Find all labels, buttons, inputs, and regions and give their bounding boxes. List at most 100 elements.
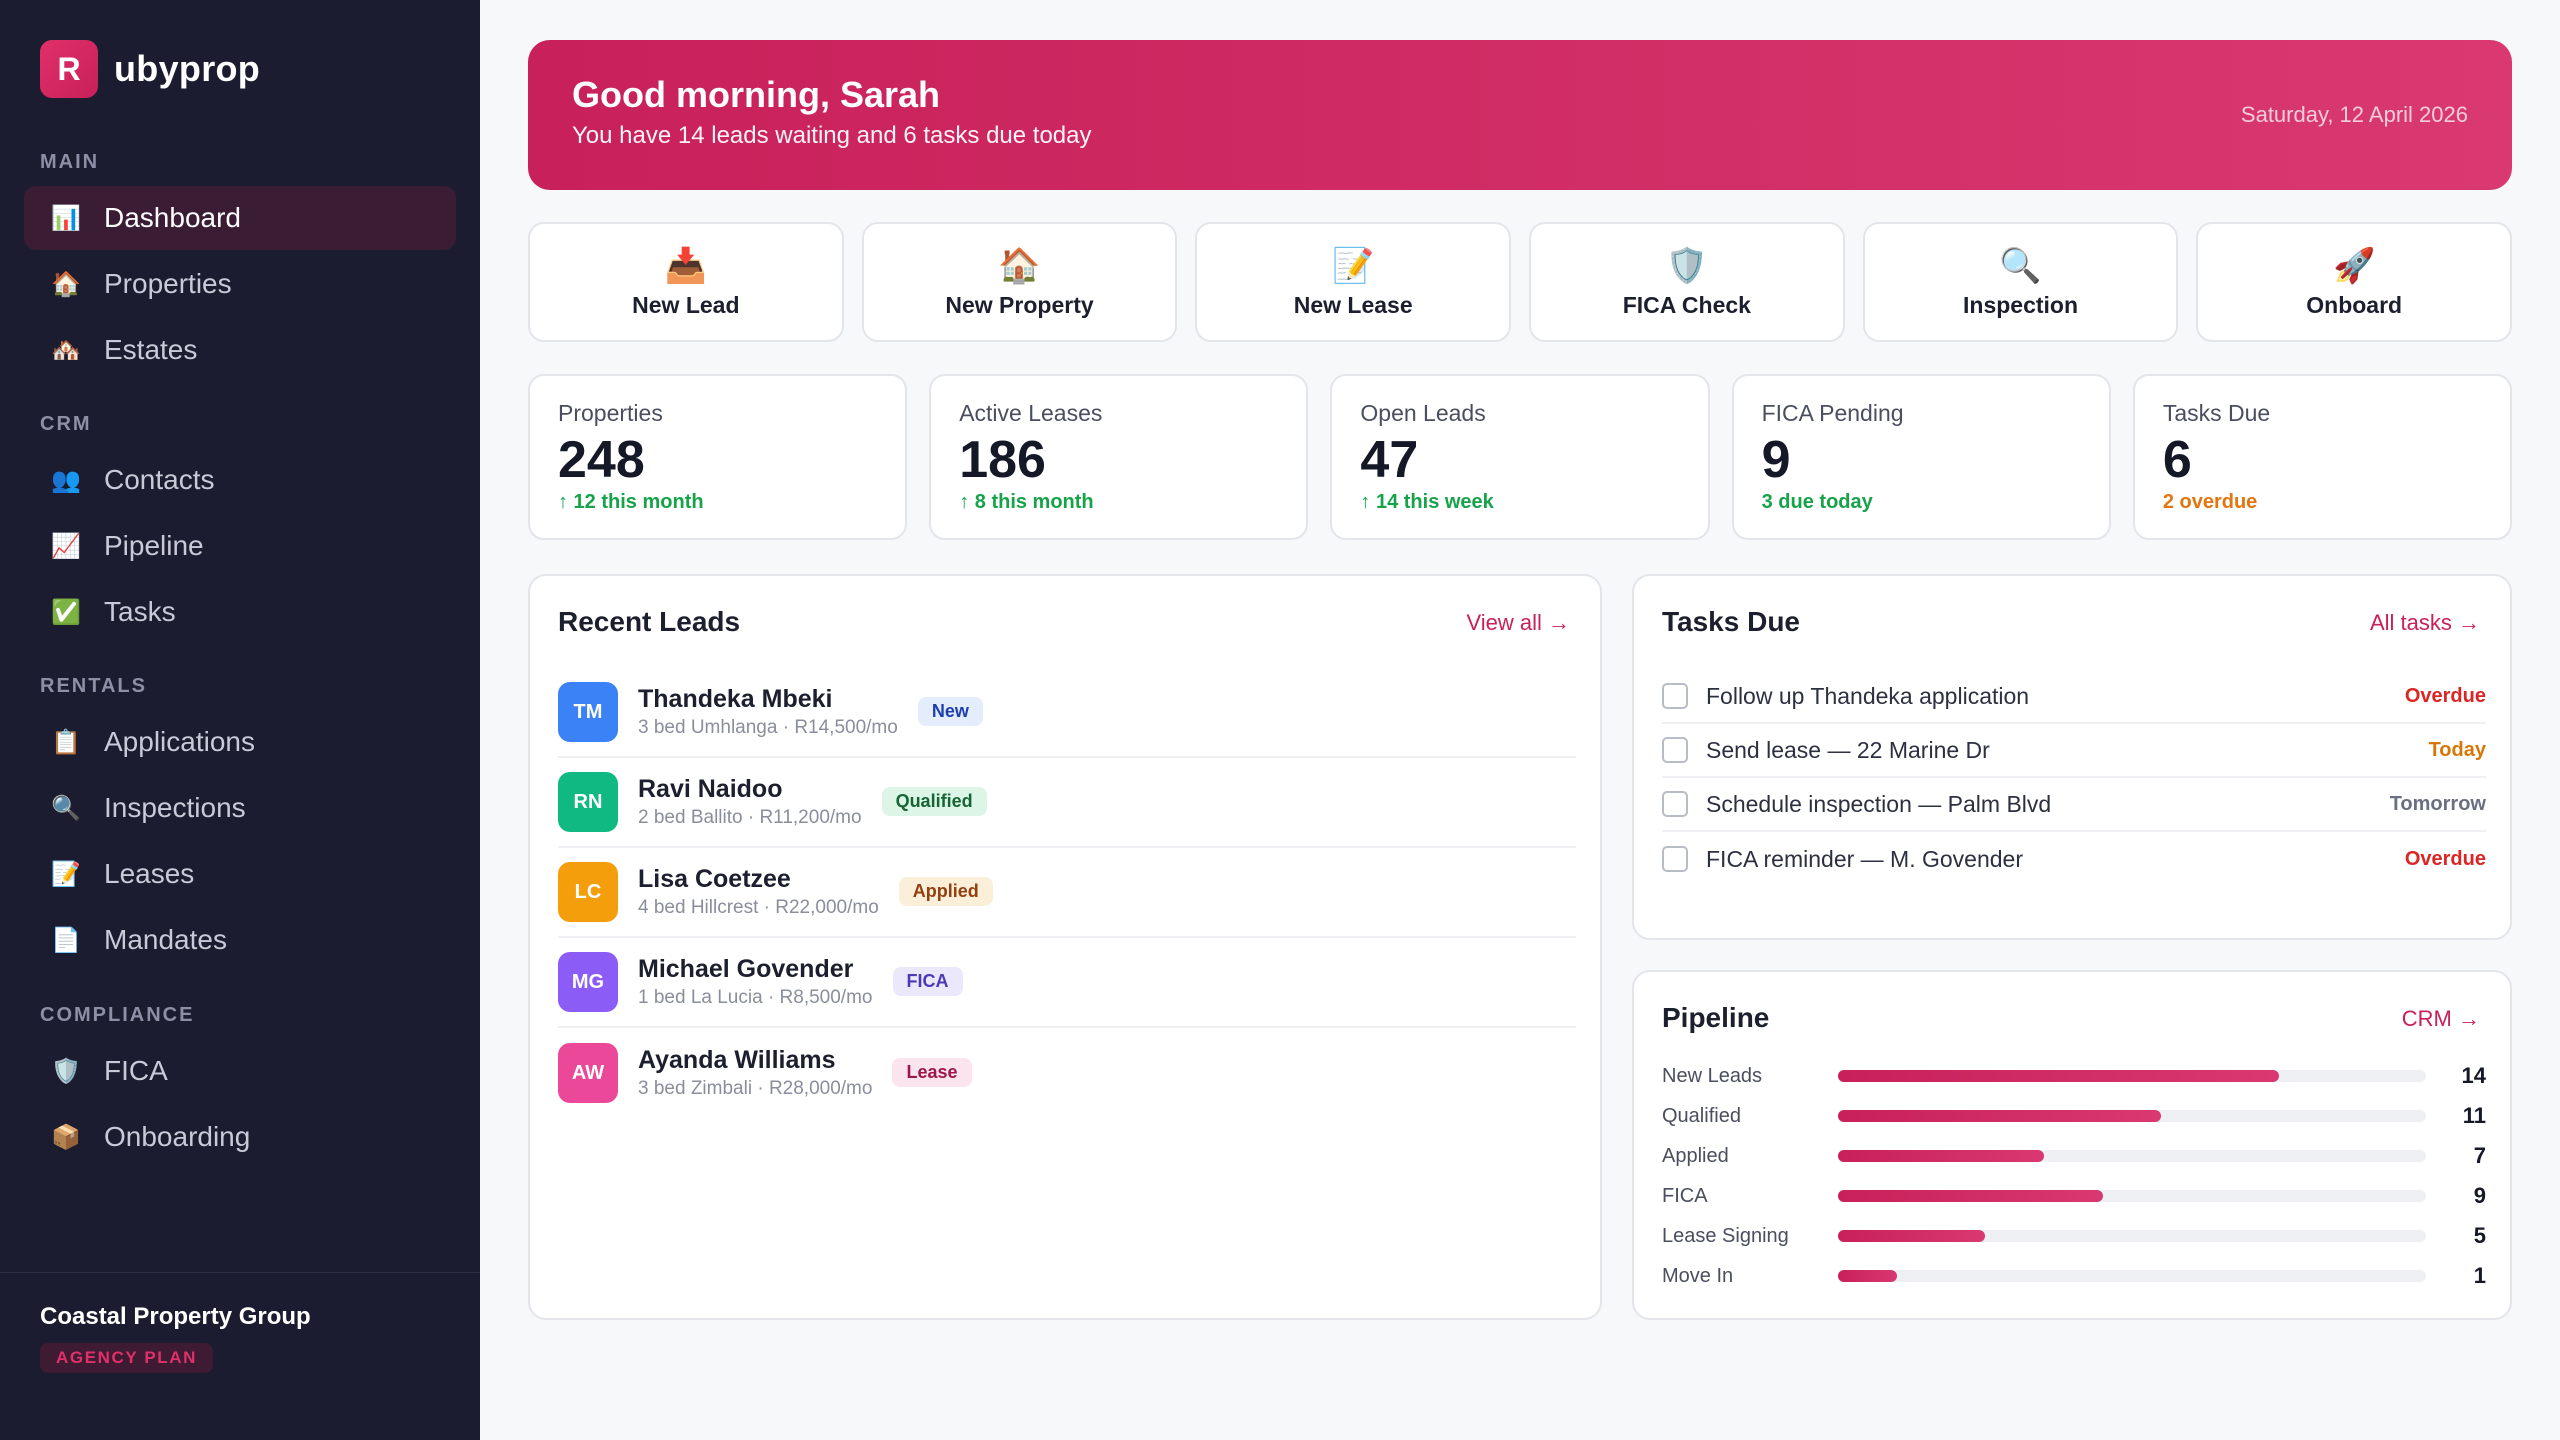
- task-row: FICA reminder — M. Govender Overdue: [1662, 832, 2486, 886]
- new-lead-button[interactable]: 📥 New Lead: [528, 222, 844, 342]
- sidebar-item-applications[interactable]: 📋 Applications: [24, 710, 456, 774]
- stat-value: 47: [1360, 431, 1419, 489]
- nav-section-rentals: RENTALS 📋 Applications 🔍 Inspections 📝 Leases 📄…: [0, 670, 480, 972]
- stat-card-open-leads: Open Leads 47 ↑ 14 this week: [1330, 374, 1710, 540]
- stat-label: Tasks Due: [2162, 400, 2271, 426]
- lead-details: 2 bed Ballito · R11,200/mo: [638, 807, 862, 828]
- sidebar-item-dashboard[interactable]: 📊 Dashboard: [24, 186, 456, 250]
- lead-details: 3 bed Umhlanga · R14,500/mo: [638, 717, 898, 738]
- document-icon: 📄: [51, 926, 81, 954]
- status-badge: Lease: [892, 1057, 972, 1087]
- stat-value: 248: [558, 431, 645, 489]
- new-lease-button[interactable]: 📝 New Lease: [1195, 222, 1512, 342]
- memo-icon: 📝: [1332, 246, 1375, 285]
- sidebar-item-label: Tasks: [104, 596, 176, 627]
- lead-details: 1 bed La Lucia · R8,500/mo: [638, 987, 873, 1008]
- organization-name: Coastal Property Group: [40, 1303, 311, 1330]
- pipeline-stage-count: 14: [2461, 1063, 2486, 1088]
- sidebar-item-label: FICA: [104, 1055, 168, 1086]
- stat-card-fica-pending: FICA Pending 9 3 due today: [1731, 374, 2111, 540]
- magnifier-icon: 🔍: [51, 794, 81, 822]
- task-checkbox[interactable]: [1662, 791, 1688, 817]
- pipeline-title: Pipeline: [1662, 1002, 1770, 1033]
- recent-leads-title: Recent Leads: [558, 606, 741, 637]
- quick-action-label: FICA Check: [1622, 291, 1751, 318]
- task-due-status: Today: [2428, 738, 2486, 761]
- recent-leads-card: Recent Leads View all → TM Thandeka Mbeki…: [528, 574, 1602, 1320]
- stat-value: 9: [1761, 431, 1791, 489]
- all-tasks-link[interactable]: All tasks →: [2369, 610, 2480, 635]
- sidebar-item-tasks[interactable]: ✅ Tasks: [24, 580, 456, 644]
- pipeline-row-lease-signing: Lease Signing 5: [1662, 1216, 2486, 1256]
- inbox-tray-icon: 📥: [664, 246, 707, 285]
- avatar: AW: [558, 1043, 618, 1103]
- task-checkbox[interactable]: [1662, 737, 1688, 763]
- rocket-icon: 🚀: [2333, 246, 2376, 285]
- stat-card-active-leases: Active Leases 186 ↑ 8 this month: [929, 374, 1309, 540]
- sidebar-item-properties[interactable]: 🏠 Properties: [24, 252, 456, 316]
- tasks-due-title: Tasks Due: [1662, 606, 1800, 637]
- plan-badge: AGENCY PLAN: [40, 1343, 214, 1373]
- lead-row[interactable]: LC Lisa Coetzee 4 bed Hillcrest · R22,000/…: [558, 848, 1576, 938]
- sidebar-item-label: Mandates: [104, 924, 227, 955]
- nav-heading: RENTALS: [40, 675, 147, 697]
- brand[interactable]: R ubyprop: [40, 40, 260, 98]
- sidebar-item-pipeline[interactable]: 📈 Pipeline: [24, 514, 456, 578]
- pipeline-stage-count: 11: [2462, 1103, 2486, 1128]
- pipeline-card: Pipeline CRM → New Leads 14 Qualified 11 App…: [1632, 970, 2512, 1320]
- sidebar-item-label: Contacts: [104, 464, 215, 495]
- greeting-subtitle: You have 14 leads waiting and 6 tasks du…: [572, 122, 1092, 149]
- greeting-title: Good morning, Sarah: [572, 74, 941, 115]
- current-date: Saturday, 12 April 2026: [2240, 102, 2468, 127]
- view-all-leads-link[interactable]: View all →: [1466, 610, 1570, 635]
- task-checkbox[interactable]: [1662, 846, 1688, 872]
- sidebar-item-fica[interactable]: 🛡️ FICA: [24, 1039, 456, 1103]
- avatar: MG: [558, 952, 618, 1012]
- lead-row[interactable]: MG Michael Govender 1 bed La Lucia · R8,50…: [558, 938, 1576, 1028]
- lead-row[interactable]: RN Ravi Naidoo 2 bed Ballito · R11,200/mo Q…: [558, 758, 1576, 848]
- task-label: Follow up Thandeka application: [1706, 682, 2030, 709]
- crm-link[interactable]: CRM →: [2401, 1006, 2480, 1031]
- pipeline-bar-track: [1838, 1270, 2426, 1282]
- people-icon: 👥: [51, 466, 81, 494]
- lead-row[interactable]: AW Ayanda Williams 3 bed Zimbali · R28,000…: [558, 1028, 1576, 1118]
- stats-row: Properties 248 ↑ 12 this month Active Lease…: [528, 374, 2513, 540]
- sidebar-item-onboarding[interactable]: 📦 Onboarding: [24, 1105, 456, 1169]
- trend-chart-icon: 📈: [51, 532, 81, 560]
- pipeline-bar-fill: [1838, 1110, 2162, 1122]
- sidebar-item-label: Pipeline: [104, 530, 204, 561]
- sidebar-item-inspections[interactable]: 🔍 Inspections: [24, 776, 456, 840]
- lead-name: Thandeka Mbeki: [638, 685, 833, 713]
- stat-card-tasks-due: Tasks Due 6 2 overdue: [2132, 374, 2513, 540]
- sidebar-footer: Coastal Property Group AGENCY PLAN: [0, 1272, 480, 1440]
- status-badge: New: [917, 696, 983, 726]
- sidebar-item-estates[interactable]: 🏘️ Estates: [24, 318, 456, 382]
- nav-heading: CRM: [40, 413, 92, 435]
- welcome-banner: Good morning, Sarah You have 14 leads wa…: [528, 40, 2512, 190]
- sidebar-item-mandates[interactable]: 📄 Mandates: [24, 908, 456, 972]
- inspection-button[interactable]: 🔍 Inspection: [1862, 222, 2179, 342]
- stat-value: 186: [959, 431, 1046, 489]
- houses-icon: 🏘️: [51, 336, 81, 364]
- sidebar-item-label: Applications: [104, 726, 255, 757]
- new-property-button[interactable]: 🏠 New Property: [861, 222, 1178, 342]
- lead-name: Michael Govender: [638, 955, 854, 983]
- lead-row[interactable]: TM Thandeka Mbeki 3 bed Umhlanga · R14,500…: [558, 668, 1576, 758]
- sidebar-item-label: Leases: [104, 858, 195, 889]
- pipeline-row-new-leads: New Leads 14: [1662, 1056, 2486, 1096]
- task-checkbox[interactable]: [1662, 683, 1688, 709]
- sidebar-item-contacts[interactable]: 👥 Contacts: [24, 448, 456, 512]
- pipeline-stage-label: Qualified: [1662, 1104, 1741, 1127]
- task-row: Send lease — 22 Marine Dr Today: [1662, 724, 2486, 778]
- task-label: FICA reminder — M. Govender: [1706, 845, 2023, 872]
- quick-action-label: Inspection: [1963, 291, 2079, 318]
- fica-check-button[interactable]: 🛡️ FICA Check: [1529, 222, 1845, 342]
- task-label: Schedule inspection — Palm Blvd: [1706, 790, 2052, 817]
- sidebar-item-leases[interactable]: 📝 Leases: [24, 842, 456, 906]
- lead-info: Michael Govender 1 bed La Lucia · R8,500/…: [638, 955, 873, 1009]
- pipeline-stage-count: 5: [2473, 1223, 2486, 1248]
- quick-actions: 📥 New Lead 🏠 New Property 📝 New Lease 🛡️ FICA C…: [528, 222, 2513, 342]
- onboard-button[interactable]: 🚀 Onboard: [2196, 222, 2513, 342]
- sidebar-item-label: Inspections: [104, 792, 246, 823]
- shield-icon: 🛡️: [51, 1057, 81, 1085]
